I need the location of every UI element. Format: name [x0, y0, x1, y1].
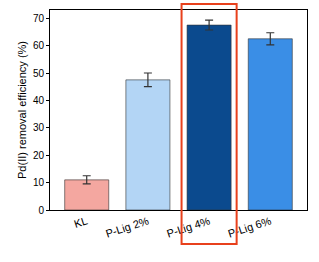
svg-text:50: 50	[33, 68, 45, 79]
svg-text:P-Lig 2%: P-Lig 2%	[104, 214, 150, 239]
svg-text:P-Lig 6%: P-Lig 6%	[226, 214, 272, 239]
svg-text:0: 0	[38, 205, 44, 216]
svg-text:20: 20	[33, 150, 45, 161]
svg-text:70: 70	[33, 13, 45, 24]
svg-text:10: 10	[33, 177, 45, 188]
svg-text:Pd(II) removal efficiency (%): Pd(II) removal efficiency (%)	[16, 41, 28, 179]
svg-text:KL: KL	[73, 214, 90, 230]
svg-text:60: 60	[33, 40, 45, 51]
svg-text:30: 30	[33, 122, 45, 133]
svg-text:P-Lig 4%: P-Lig 4%	[165, 214, 211, 239]
svg-text:40: 40	[33, 95, 45, 106]
